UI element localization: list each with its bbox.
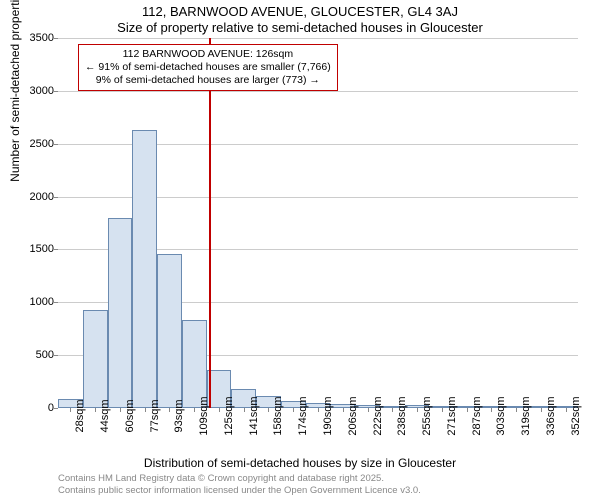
x-tick-mark (516, 408, 517, 412)
x-tick-label: 125sqm (223, 396, 235, 435)
annotation-line: 112 BARNWOOD AVENUE: 126sqm (85, 48, 331, 61)
x-tick-label: 303sqm (495, 396, 507, 435)
y-tick-mark (54, 38, 58, 39)
x-tick-label: 141sqm (248, 396, 260, 435)
x-tick-mark (120, 408, 121, 412)
x-tick-label: 271sqm (446, 396, 458, 435)
x-tick-label: 28sqm (74, 399, 86, 432)
x-tick-mark (318, 408, 319, 412)
x-tick-label: 336sqm (545, 396, 557, 435)
x-axis-label: Distribution of semi-detached houses by … (0, 456, 600, 470)
x-tick-mark (467, 408, 468, 412)
x-tick-label: 158sqm (272, 396, 284, 435)
y-tick-mark (54, 302, 58, 303)
y-tick-label: 1000 (14, 296, 54, 308)
x-tick-label: 77sqm (149, 399, 161, 432)
x-tick-mark (169, 408, 170, 412)
x-tick-label: 319sqm (520, 396, 532, 435)
x-tick-label: 238sqm (396, 396, 408, 435)
x-tick-label: 174sqm (297, 396, 309, 435)
histogram-bar (132, 130, 157, 408)
x-tick-mark (95, 408, 96, 412)
x-tick-label: 93sqm (173, 399, 185, 432)
y-tick-mark (54, 91, 58, 92)
x-tick-label: 60sqm (124, 399, 136, 432)
x-tick-label: 255sqm (421, 396, 433, 435)
x-tick-mark (442, 408, 443, 412)
x-tick-mark (145, 408, 146, 412)
histogram-bar (83, 310, 108, 408)
x-tick-label: 287sqm (471, 396, 483, 435)
y-tick-label: 3000 (14, 85, 54, 97)
y-tick-mark (54, 408, 58, 409)
chart-title-line2: Size of property relative to semi-detach… (0, 20, 600, 35)
annotation-line: 9% of semi-detached houses are larger (7… (85, 74, 331, 87)
x-tick-mark (194, 408, 195, 412)
x-tick-label: 352sqm (570, 396, 582, 435)
x-tick-mark (566, 408, 567, 412)
attribution-line1: Contains HM Land Registry data © Crown c… (58, 473, 421, 484)
y-tick-label: 1500 (14, 243, 54, 255)
y-tick-label: 2500 (14, 138, 54, 150)
x-tick-mark (491, 408, 492, 412)
y-tick-label: 0 (14, 402, 54, 414)
x-tick-label: 206sqm (347, 396, 359, 435)
histogram-bar (108, 218, 133, 408)
y-tick-mark (54, 249, 58, 250)
x-tick-mark (541, 408, 542, 412)
histogram-bar (182, 320, 207, 408)
x-tick-mark (343, 408, 344, 412)
reference-line (209, 38, 211, 408)
x-tick-mark (293, 408, 294, 412)
y-tick-label: 3500 (14, 32, 54, 44)
plot-area: 112 BARNWOOD AVENUE: 126sqm← 91% of semi… (58, 38, 578, 408)
x-tick-label: 222sqm (372, 396, 384, 435)
x-tick-mark (417, 408, 418, 412)
attribution: Contains HM Land Registry data © Crown c… (58, 473, 421, 496)
x-tick-label: 190sqm (322, 396, 334, 435)
y-tick-label: 2000 (14, 191, 54, 203)
histogram-bar (157, 254, 182, 408)
chart-title-line1: 112, BARNWOOD AVENUE, GLOUCESTER, GL4 3A… (0, 4, 600, 19)
x-tick-mark (219, 408, 220, 412)
x-tick-mark (392, 408, 393, 412)
attribution-line2: Contains public sector information licen… (58, 485, 421, 496)
annotation-box: 112 BARNWOOD AVENUE: 126sqm← 91% of semi… (78, 44, 338, 91)
chart-container: 112, BARNWOOD AVENUE, GLOUCESTER, GL4 3A… (0, 0, 600, 500)
y-tick-label: 500 (14, 349, 54, 361)
y-tick-mark (54, 144, 58, 145)
x-tick-mark (70, 408, 71, 412)
x-tick-label: 109sqm (198, 396, 210, 435)
y-tick-mark (54, 197, 58, 198)
x-tick-mark (244, 408, 245, 412)
x-tick-mark (268, 408, 269, 412)
y-tick-mark (54, 355, 58, 356)
x-tick-label: 44sqm (99, 399, 111, 432)
x-tick-mark (368, 408, 369, 412)
annotation-line: ← 91% of semi-detached houses are smalle… (85, 61, 331, 74)
grid-line (58, 38, 578, 39)
